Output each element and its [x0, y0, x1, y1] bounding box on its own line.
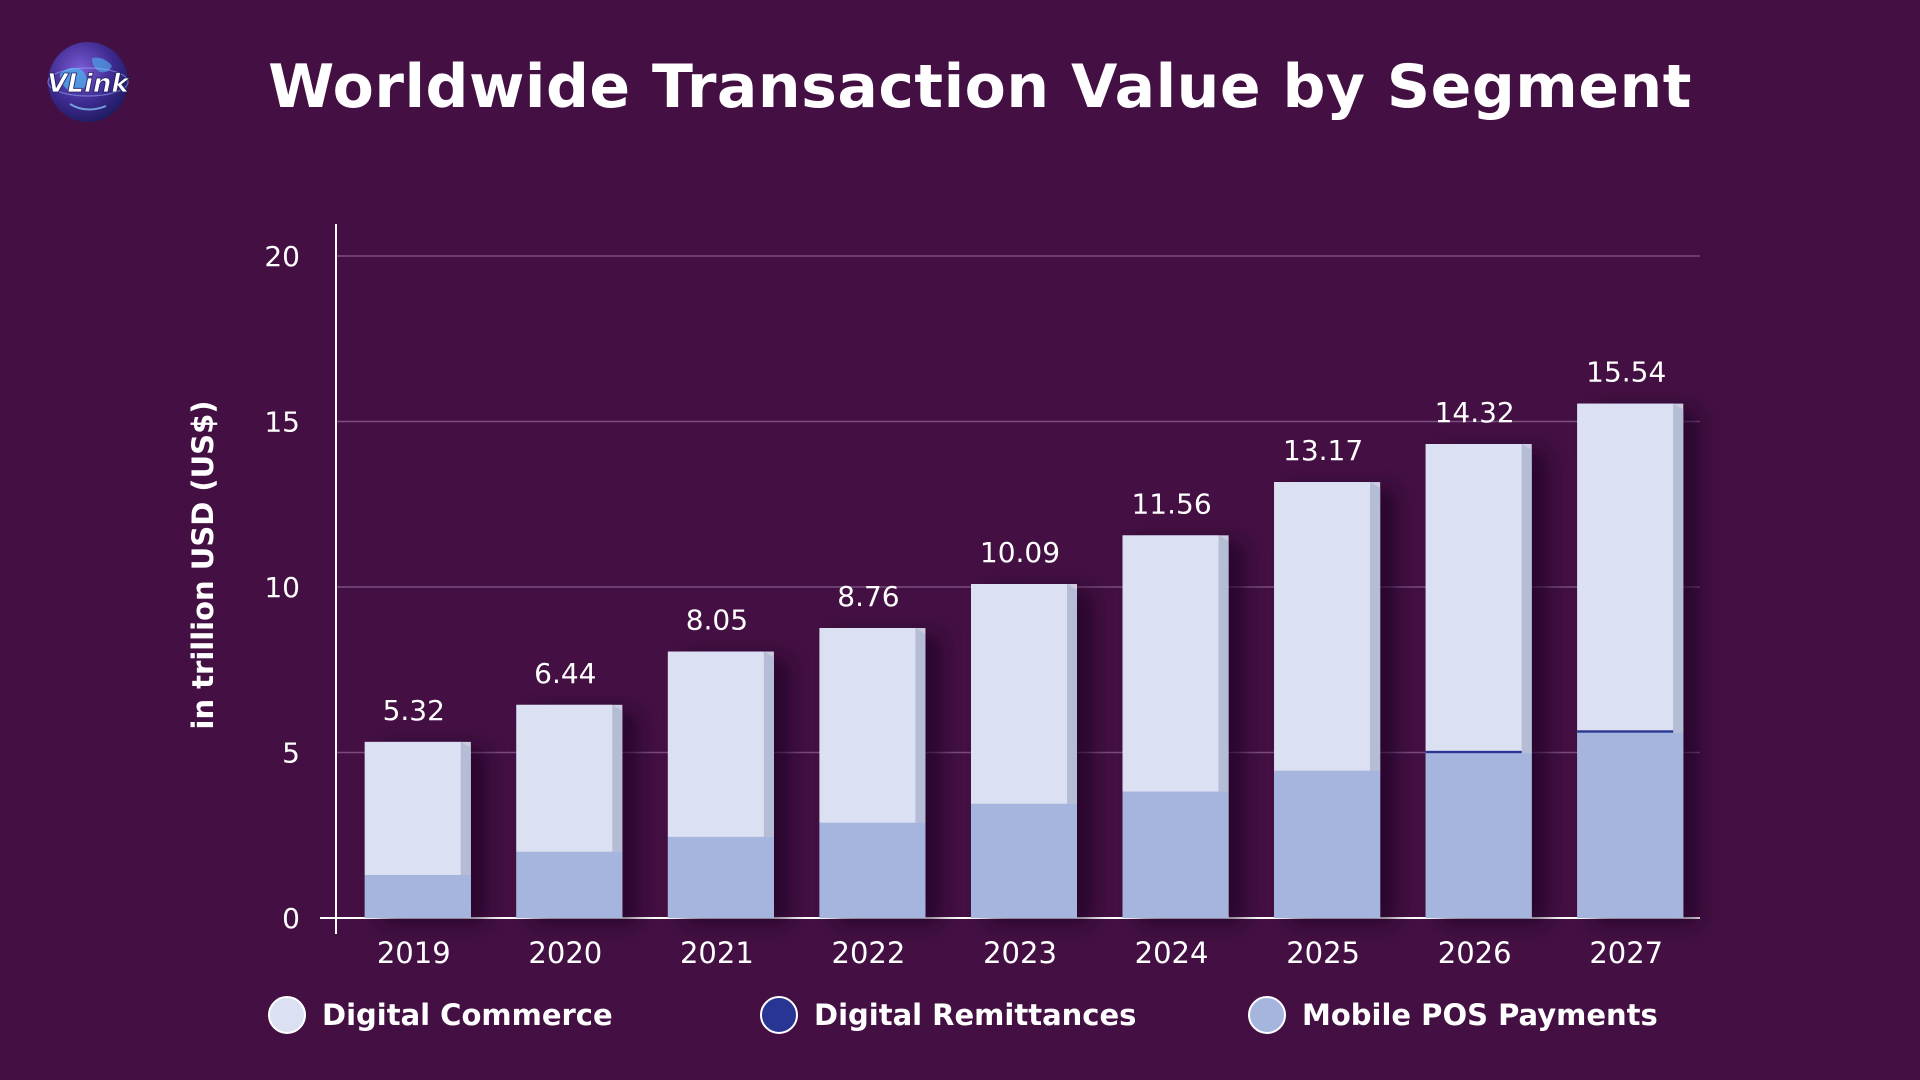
chart-legend: Digital Commerce Digital Remittances Mob…	[0, 990, 1920, 1040]
bar-segment-mobile-pos	[516, 851, 623, 918]
y-tick-label: 5	[282, 737, 300, 770]
y-tick-label: 10	[264, 571, 300, 604]
chart-title: Worldwide Transaction Value by Segment	[268, 52, 1692, 122]
x-tick-label: 2026	[1438, 936, 1512, 970]
legend-label-digital-remittances: Digital Remittances	[814, 998, 1137, 1032]
bar-segment-mobile-pos	[1425, 753, 1532, 918]
bar-segment-digital-commerce	[971, 584, 1067, 804]
bar-segment-mobile-pos	[667, 836, 774, 918]
y-tick-label: 0	[282, 902, 300, 935]
bar-segment-digital-remittances	[1425, 750, 1522, 754]
bar-total-label: 10.09	[980, 536, 1060, 569]
y-tick-label: 15	[264, 406, 300, 439]
bar-side-face	[1673, 403, 1684, 733]
bar-side-face	[763, 651, 774, 837]
y-tick-label: 20	[264, 240, 300, 273]
x-tick-label: 2019	[377, 936, 451, 970]
bar-side-face	[1067, 584, 1077, 804]
legend-label-digital-commerce: Digital Commerce	[322, 998, 613, 1032]
bar-segment-digital-remittances	[1577, 730, 1674, 734]
bar-segment-digital-commerce	[1122, 535, 1219, 792]
bar-segment-digital-commerce	[819, 628, 916, 823]
x-tick-label: 2022	[832, 936, 906, 970]
legend-swatch-mobile-pos-payments	[1248, 996, 1286, 1034]
bar-segment-digital-commerce	[1577, 403, 1674, 731]
bar-segment-mobile-pos	[1577, 732, 1684, 918]
bar-side-face	[915, 628, 926, 823]
bar-segment-digital-commerce	[667, 651, 764, 837]
x-tick-label: 2021	[680, 936, 754, 970]
bar-segment-mobile-pos	[819, 822, 926, 918]
bar-side-face	[460, 741, 471, 875]
legend-label-mobile-pos-payments: Mobile POS Payments	[1302, 998, 1658, 1032]
bar-total-label: 11.56	[1131, 487, 1211, 520]
vlink-logo: VLink	[30, 34, 150, 128]
bar-segment-mobile-pos	[971, 803, 1077, 918]
legend-swatch-digital-commerce	[268, 996, 306, 1034]
bar-total-label: 8.76	[837, 580, 899, 613]
x-tick-label: 2024	[1135, 936, 1209, 970]
x-tick-label: 2023	[983, 936, 1057, 970]
logo-text: VLink	[47, 69, 130, 99]
x-tick-label: 2020	[528, 936, 602, 970]
bar-segment-mobile-pos	[1274, 770, 1381, 918]
x-tick-label: 2025	[1286, 936, 1360, 970]
legend-item-digital-commerce: Digital Commerce	[268, 990, 613, 1040]
bar-side-face	[1521, 444, 1532, 754]
bar-total-label: 15.54	[1586, 356, 1666, 389]
globe-icon: VLink	[47, 42, 131, 122]
x-tick-label: 2027	[1589, 936, 1663, 970]
bar-side-face	[1218, 535, 1229, 792]
bar-segment-digital-commerce	[1425, 444, 1522, 751]
legend-swatch-digital-remittances	[760, 996, 798, 1034]
y-axis-label: in trillion USD (US$)	[186, 401, 220, 730]
bar-side-face	[612, 704, 623, 852]
bar-total-label: 14.32	[1435, 396, 1515, 429]
bar-total-label: 13.17	[1283, 434, 1363, 467]
legend-item-digital-remittances: Digital Remittances	[760, 990, 1136, 1040]
legend-item-mobile-pos-payments: Mobile POS Payments	[1248, 990, 1658, 1040]
bar-segment-digital-commerce	[1274, 482, 1371, 771]
bar-segment-digital-commerce	[516, 704, 613, 852]
bar-total-label: 6.44	[534, 657, 596, 690]
bar-total-label: 8.05	[686, 604, 748, 637]
bar-segment-digital-commerce	[364, 741, 461, 875]
bar-segment-mobile-pos	[364, 874, 471, 918]
bar-total-label: 5.32	[383, 694, 445, 727]
bar-segment-mobile-pos	[1122, 791, 1229, 918]
bar-side-face	[1370, 482, 1381, 771]
